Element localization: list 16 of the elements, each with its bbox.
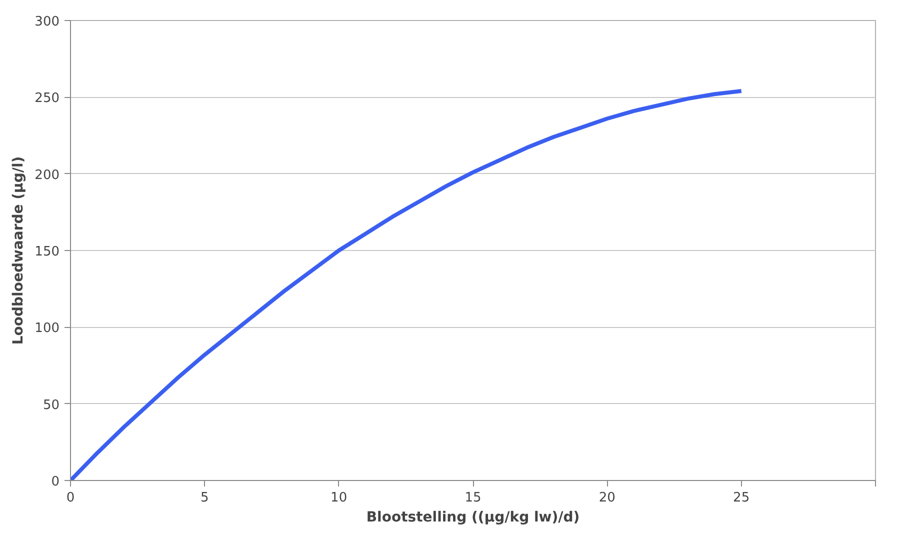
x-tick-label: 5 <box>200 490 209 506</box>
x-axis-title: Blootstelling ((µg/kg lw)/d) <box>366 510 580 526</box>
x-tick-label: 0 <box>66 490 75 506</box>
y-tick-label: 300 <box>34 14 60 30</box>
y-tick-label: 150 <box>34 244 60 260</box>
y-tick-label: 100 <box>34 321 60 336</box>
x-tick-label: 15 <box>464 490 482 506</box>
x-tick-label: 10 <box>330 490 348 506</box>
y-tick-label: 50 <box>42 398 60 413</box>
y-axis-title: Loodbloedwaarde (µg/l) <box>10 156 27 345</box>
y-tick-label: 200 <box>34 168 60 183</box>
x-tick-label: 20 <box>598 490 616 506</box>
y-tick-label: 250 <box>34 91 60 106</box>
x-tick-label: 25 <box>733 490 750 506</box>
y-tick-label: 0 <box>51 474 60 490</box>
line-series <box>70 89 744 480</box>
